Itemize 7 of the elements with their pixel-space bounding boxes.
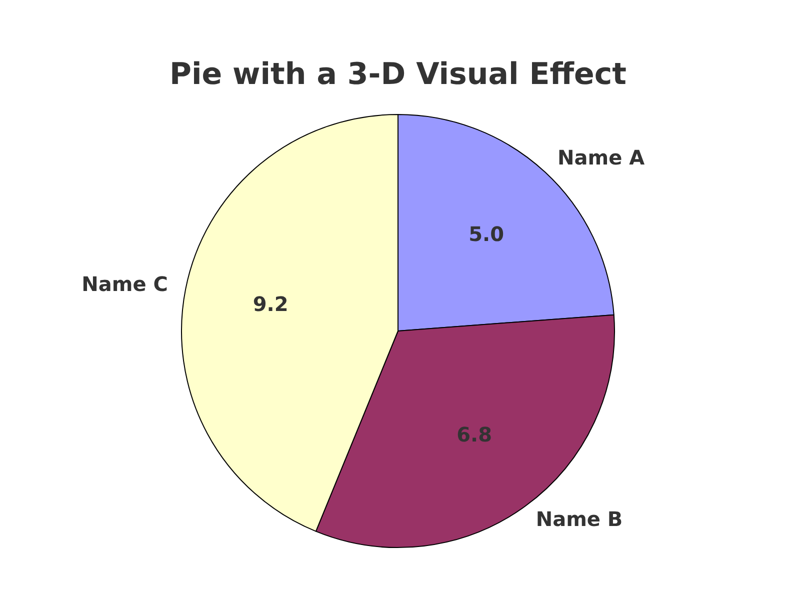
slice-label: Name C	[82, 272, 168, 296]
data-label: 6.8	[456, 422, 492, 446]
chart-title: Pie with a 3-D Visual Effect	[170, 56, 626, 92]
slice-label: Name B	[536, 506, 623, 531]
slice-label: Name A	[558, 145, 646, 170]
data-label: 5.0	[468, 222, 504, 246]
data-label: 9.2	[252, 292, 288, 316]
